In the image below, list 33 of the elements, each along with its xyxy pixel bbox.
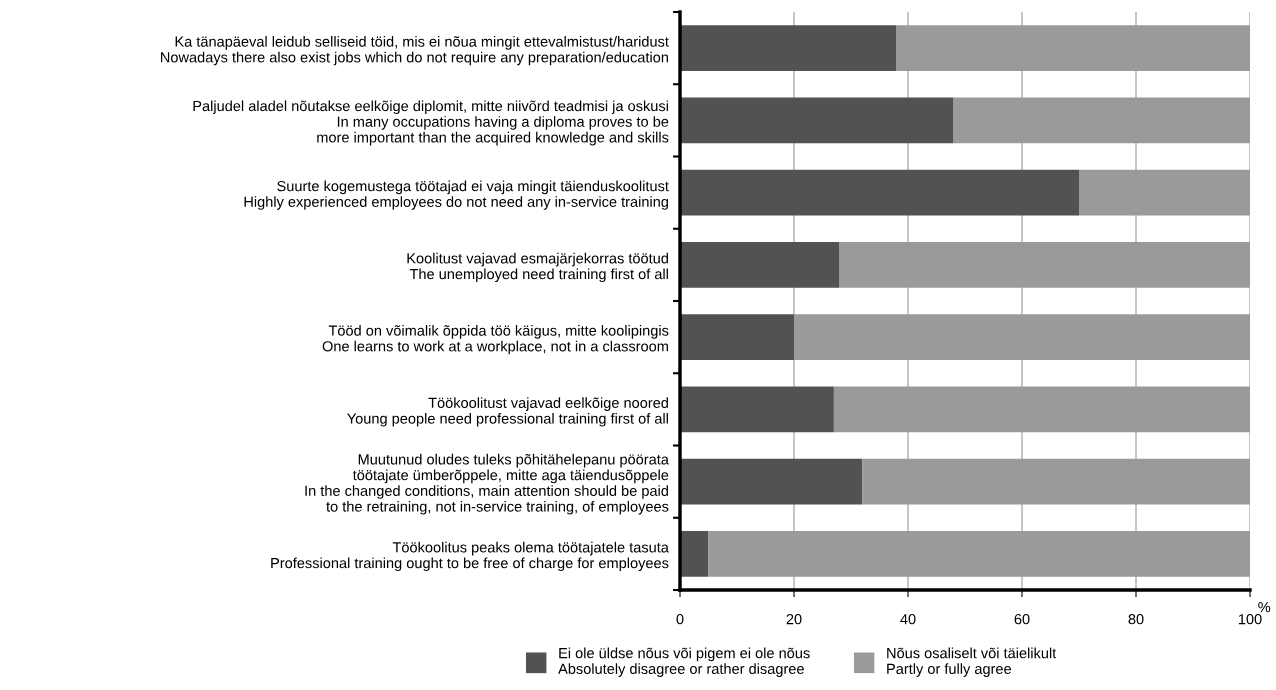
y-tick-label: Paljudel aladel nõutakse eelkõige diplomit, mitte niivõrd teadmisi ja oskusi In many occupations having a diploma proves to be more important than the acquired knowledge and skills [193, 100, 669, 146]
bar [794, 314, 1250, 360]
x-tick-label: 100 [1238, 614, 1262, 625]
y-tick-label: Töökoolitus peaks olema töötajatele tasuta Professional training ought to be free of charge for employees [271, 541, 669, 572]
legend-label: Nõus osaliselt või täielikult Partly or fully agree [887, 647, 1057, 677]
bar [833, 386, 1250, 433]
y-tick-label: Suurte kogemustega töötajad ei vaja mingit täienduskoolitust Highly experienced employees do not need any in-service training [244, 180, 669, 210]
legend-label: Ei ole üldse nõus või pigem ei ole nõus Absolutely disagree or rather disagree [558, 647, 810, 677]
bar [680, 386, 834, 433]
text: % [1258, 602, 1271, 613]
x-tick-label: 20 [786, 614, 802, 625]
bar [680, 314, 794, 360]
bar [896, 25, 1250, 71]
bar [680, 97, 954, 144]
bar [680, 169, 1079, 216]
bar [680, 531, 709, 577]
y-tick-label: Muutunud oludes tuleks põhitähelepanu pöörata töötajate ümberõppele, mitte aga täiendusõppele In the changed conditions, main attention should be paid to the retraining, not in-service training, of employees [305, 453, 669, 515]
bar [680, 242, 840, 288]
bar [680, 458, 863, 505]
x-tick-label: 80 [1128, 614, 1144, 625]
y-tick-label: Tööd on võimalik õppida töö käigus, mitte koolipingis One learns to work at a workplace, not in a classroom [322, 325, 669, 355]
y-tick-label: Ka tänapäeval leidub selliseid töid, mis ei nõua mingit ettevalmistust/haridust Nowadays there also exist jobs which do not require any preparation/education [161, 36, 669, 66]
x-tick-label: 40 [900, 614, 916, 625]
bar [708, 531, 1250, 577]
bar [839, 242, 1250, 288]
y-tick-label: Koolitust vajavad esmajärjekorras töötud The unemployed need training first of all [407, 252, 668, 283]
x-tick-label: 0 [676, 614, 684, 625]
y-tick-label: Töökoolitust vajavad eelkõige noored Young people need professional training first of all [347, 397, 668, 427]
bar [953, 97, 1250, 144]
bar [680, 25, 897, 71]
bar [862, 458, 1250, 505]
bar [1079, 169, 1250, 216]
x-tick-label: 60 [1014, 614, 1030, 625]
